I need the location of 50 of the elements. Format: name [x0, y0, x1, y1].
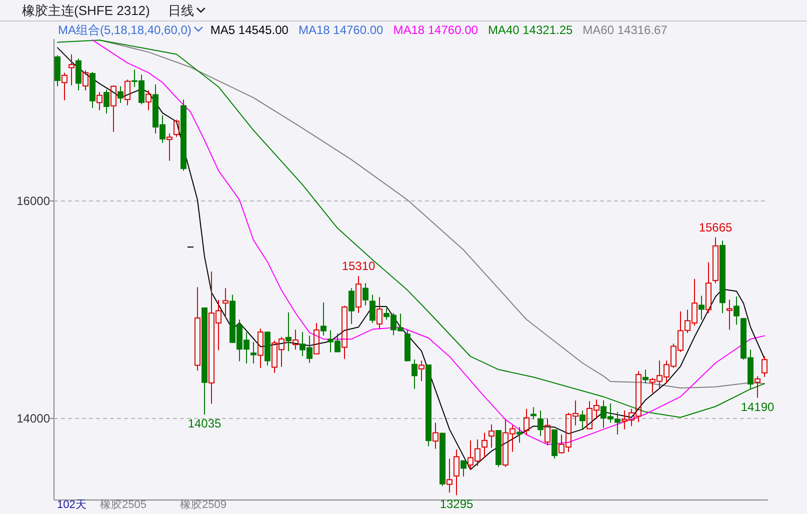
candlestick	[320, 302, 326, 336]
annotation: 102天	[57, 499, 86, 511]
text: MA18 14760.00	[393, 23, 478, 37]
candlestick	[454, 448, 460, 496]
text: MA5 14545.00	[210, 23, 289, 37]
candlestick	[446, 458, 452, 494]
candlestick	[68, 54, 74, 86]
candlestick	[76, 58, 82, 91]
legend-title: MA组合(5,18,18,40,60,0)	[58, 23, 192, 37]
candlestick	[362, 282, 368, 306]
candlestick	[104, 89, 110, 114]
candlestick	[460, 460, 466, 478]
legend-label: MA18 14760.00	[298, 23, 384, 37]
annotation: 14035	[188, 416, 222, 431]
candlestick	[376, 296, 382, 330]
annotation: 14190	[740, 400, 775, 414]
chart-subtitle: 日线	[168, 3, 194, 18]
candlestick	[698, 295, 704, 320]
annotation: 13295	[440, 497, 474, 512]
candlestick	[348, 288, 354, 324]
candlestick	[96, 91, 102, 111]
candlestick	[734, 296, 740, 326]
candlestick	[370, 294, 376, 324]
candlestick	[726, 299, 732, 330]
annotation: 15310	[342, 259, 376, 274]
candlestick	[706, 262, 712, 314]
candlestick	[482, 432, 488, 458]
candlestick	[356, 276, 362, 314]
y-tick-label: 14000	[16, 411, 50, 426]
candlestick	[250, 341, 256, 364]
y-tick-label: 16000	[16, 194, 50, 208]
candlestick	[118, 86, 124, 104]
candlestick	[412, 359, 418, 390]
candlestick	[286, 312, 292, 352]
candlestick	[432, 422, 438, 450]
candlestick	[580, 410, 586, 430]
candlestick	[544, 418, 550, 446]
annotation: 橡胶2505	[100, 498, 146, 511]
annotation: 橡胶2509	[180, 498, 226, 511]
chart-title: 橡胶主连(SHFE 2312)	[22, 3, 150, 18]
candlestick	[258, 328, 264, 368]
text: MA60 14316.67	[582, 23, 668, 37]
annotation: 15665	[698, 220, 733, 234]
candlestick	[516, 426, 522, 444]
candlestick	[62, 72, 68, 101]
candlestick	[292, 329, 298, 350]
candlestick	[538, 410, 544, 437]
candlestick	[222, 288, 228, 318]
candlestick	[642, 369, 648, 384]
text: MA40 14321.25	[488, 23, 573, 37]
